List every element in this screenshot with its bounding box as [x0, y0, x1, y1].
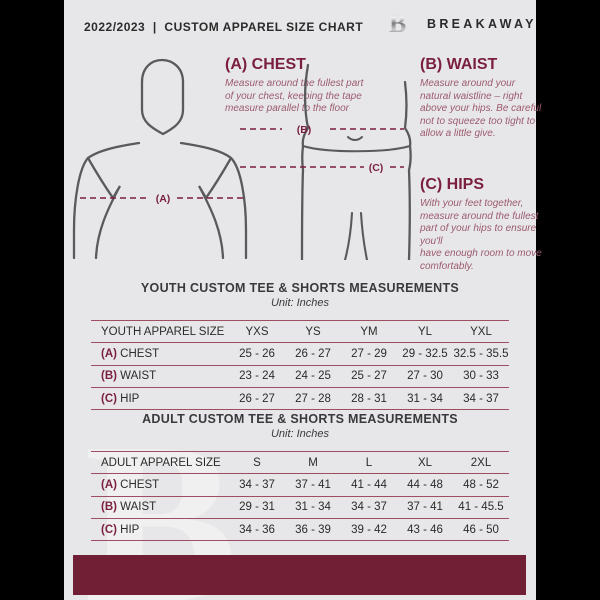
svg-text:(C): (C) [369, 162, 384, 174]
svg-text:(B): (B) [297, 124, 312, 136]
